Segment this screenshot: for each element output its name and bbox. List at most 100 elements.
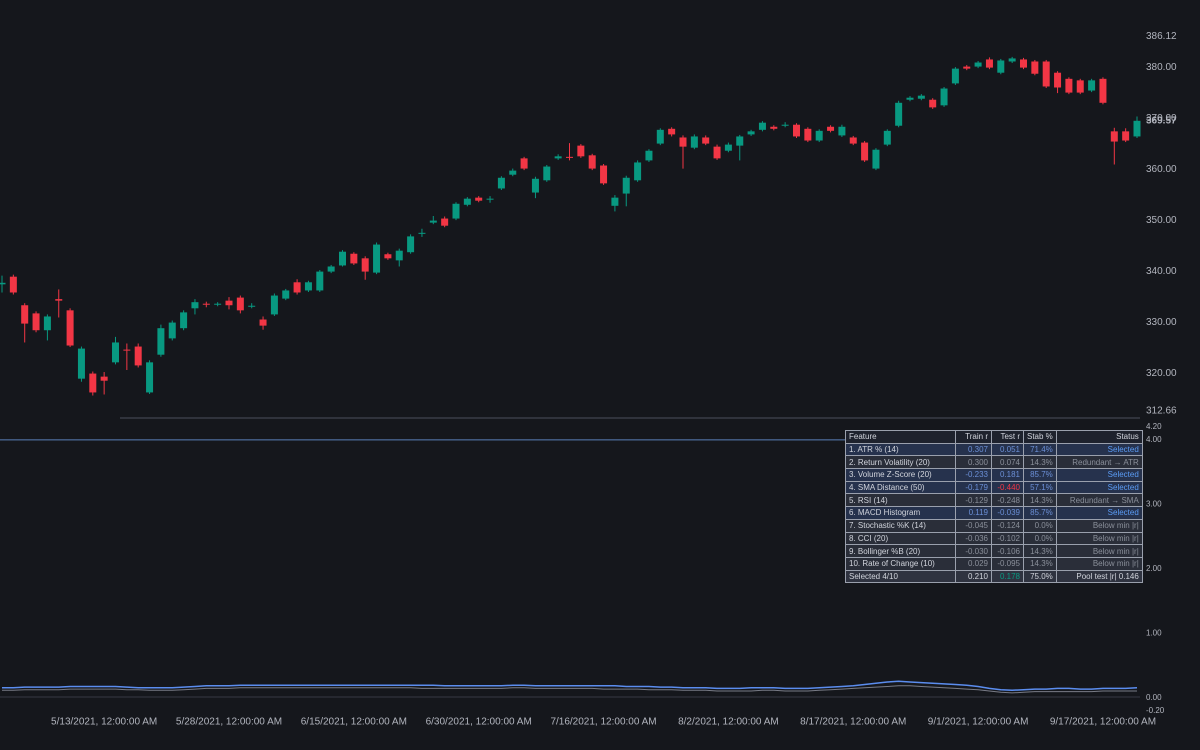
candle-body [123, 349, 131, 351]
candle-body [622, 177, 630, 194]
candle-body [702, 137, 710, 144]
table-header-cell: Train r [955, 430, 992, 444]
table-cell: Selected [1055, 442, 1143, 457]
table-cell: 10. Rate of Change (10) [845, 556, 956, 571]
table-cell: 14.3% [1023, 493, 1057, 508]
candle-body [55, 299, 63, 301]
table-cell: -0.129 [955, 493, 992, 508]
table-row: 10. Rate of Change (10) 0.029 -0.095 14.3% B… [845, 556, 1143, 571]
table-cell: Below min |r| [1055, 556, 1143, 571]
table-cell: 0.029 [955, 556, 992, 571]
candle-body [486, 198, 494, 200]
last-price-label: 369.57 [1146, 115, 1177, 126]
table-row: 4. SMA Distance (50) -0.179 -0.440 57.1% Sel… [845, 480, 1143, 495]
table-cell: 1. ATR % (14) [845, 442, 956, 457]
table-cell: -0.124 [991, 518, 1024, 533]
x-tick-label: 5/28/2021, 12:00:00 AM [176, 717, 282, 728]
candle-body [963, 66, 971, 69]
candle-body [781, 124, 789, 126]
table-cell: -0.036 [955, 531, 992, 546]
table-cell: -0.039 [991, 506, 1024, 520]
candle-body [293, 282, 301, 293]
candle-body [407, 236, 415, 253]
table-cell: 85.7% [1023, 468, 1057, 482]
candle-body [1031, 61, 1039, 74]
table-cell: -0.106 [991, 544, 1024, 558]
candle-body [1099, 78, 1107, 103]
candle-body [384, 254, 392, 259]
candle-body [191, 302, 199, 309]
candle-body [134, 346, 142, 366]
candle-body [1008, 58, 1016, 62]
table-cell: -0.045 [955, 518, 992, 533]
candle-body [758, 122, 766, 130]
table-header-cell: Stab % [1023, 430, 1057, 444]
candle-body [815, 130, 823, 141]
table-cell: -0.095 [991, 556, 1024, 571]
candle-body [327, 266, 335, 272]
candle-body [600, 165, 608, 184]
table-row: 7. Stochastic %K (14) -0.045 -0.124 0.0% Bel… [845, 518, 1143, 533]
candle-body [668, 128, 676, 135]
candle-body [202, 303, 210, 305]
candle-body [9, 276, 17, 293]
candle-body [214, 303, 222, 305]
x-tick-label: 5/13/2021, 12:00:00 AM [51, 717, 157, 728]
table-cell: 0.210 [955, 569, 992, 584]
table-row: 3. Volume Z-Score (20) -0.233 0.181 85.7% Se… [845, 468, 1143, 482]
candle-body [43, 316, 51, 331]
candle-body [804, 128, 812, 141]
candle-body [270, 295, 278, 315]
table-row: 1. ATR % (14) 0.307 0.051 71.4% Selected [845, 442, 1143, 457]
y-tick-label: 386.12 [1146, 31, 1177, 42]
candle-body [509, 170, 517, 175]
y-tick-label: 2.00 [1146, 564, 1162, 573]
y-tick-label: 350.00 [1146, 215, 1177, 226]
y-tick-label: 340.00 [1146, 266, 1177, 277]
candle-body [838, 126, 846, 136]
table-cell: Below min |r| [1055, 518, 1143, 533]
candle-body [634, 162, 642, 181]
table-row: Selected 4/10 0.210 0.178 75.0% Pool test |r… [845, 569, 1143, 584]
candle-body [316, 271, 324, 291]
candle-body [566, 156, 573, 158]
table-cell: 0.300 [955, 455, 992, 470]
table-cell: 3. Volume Z-Score (20) [845, 468, 956, 482]
candle-body [339, 251, 346, 266]
candle-body [827, 126, 835, 131]
candle-body [531, 178, 539, 193]
candle-body [475, 197, 483, 201]
candle-body [1088, 80, 1096, 91]
candle-body [724, 144, 732, 151]
x-tick-label: 6/30/2021, 12:00:00 AM [426, 717, 532, 728]
table-cell: 0.0% [1023, 518, 1057, 533]
table-cell: 14.3% [1023, 556, 1057, 571]
candle-body [543, 166, 551, 181]
table-cell: 57.1% [1023, 480, 1057, 495]
candle-body [872, 149, 880, 169]
candle-body [736, 136, 744, 146]
table-cell: 14.3% [1023, 544, 1057, 558]
candle-body [282, 290, 290, 299]
candle-body [100, 376, 108, 381]
y-tick-label: 380.00 [1146, 62, 1177, 73]
y-tick-label: 1.00 [1146, 629, 1162, 638]
candle-body [429, 220, 437, 223]
table-cell: 8. CCI (20) [845, 531, 956, 546]
table-cell: 0.074 [991, 455, 1024, 470]
candle-body [146, 362, 154, 393]
candle-body [1133, 120, 1141, 137]
candle-body [747, 131, 755, 135]
y-tick-label: 360.00 [1146, 164, 1177, 175]
candle-body [157, 328, 165, 355]
table-cell: Below min |r| [1055, 531, 1143, 546]
table-row: 2. Return Volatility (20) 0.300 0.074 14.3%… [845, 455, 1143, 470]
table-cell: -0.440 [991, 480, 1024, 495]
candle-body [520, 158, 528, 169]
table-cell: 0.307 [955, 442, 992, 457]
candle-body [588, 155, 596, 169]
candle-body [66, 310, 74, 346]
candle-body [645, 150, 653, 161]
table-cell: 71.4% [1023, 442, 1057, 457]
